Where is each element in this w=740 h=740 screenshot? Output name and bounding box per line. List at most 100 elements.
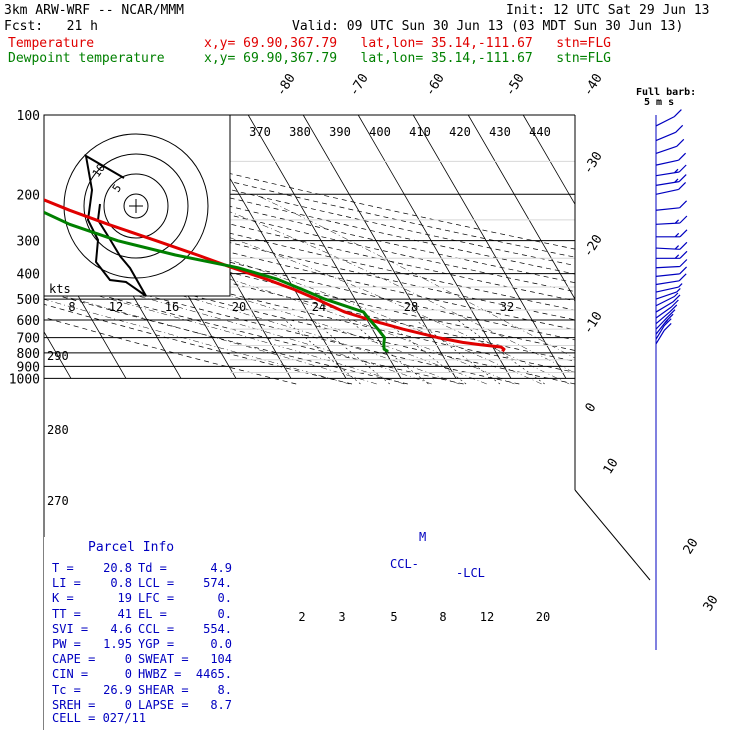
wind-barb [655,287,681,300]
wind-barb [655,229,688,238]
parcel-info-title: Parcel Info [88,540,175,555]
parcel-value: 26.9 [103,682,132,697]
wind-barb [655,322,672,345]
pressure-tick-label: 100 [17,109,40,124]
wind-barb [655,309,676,330]
wind-barb [655,200,688,211]
dewpoint-location: x,y= 69.90,367.79 lat,lon= 35.14,-111.67… [204,51,611,66]
theta-label: 280 [47,423,69,437]
wind-barb [655,304,678,325]
pressure-tick-label: 200 [17,188,40,203]
speed-tick-label: 16 [165,300,179,314]
mixing-ratio-line [383,319,467,385]
isotherm [467,115,575,300]
dry-adiabat [44,213,575,341]
isotherm-label: 20 [681,536,702,557]
wind-barb [655,138,685,155]
isotherm [44,331,72,379]
isotherm-label: 10 [601,456,622,477]
pressure-tick-label: 400 [17,268,40,283]
isotherm-label: -30 [581,149,606,177]
dry-adiabat [44,317,297,385]
wind-barb [655,181,687,195]
wind-barb [655,259,688,269]
isotherm [247,115,402,379]
moist-adiabat [96,194,570,385]
parcel-info-row: TT = 41 EL = 0. [52,607,232,622]
parcel-key: Td = [138,561,167,575]
isotherm-label: -60 [423,71,448,99]
mixing-ratio-label: 5 [390,610,397,624]
parcel-info-row: Tc = 26.9 SHEAR = 8. [52,683,232,698]
parcel-value: 4465. [195,667,232,682]
parcel-value: 1.95 [103,637,132,651]
dry-adiabat [44,204,575,331]
hodograph-ring [103,173,169,239]
theta-top-label: 380 [289,125,311,139]
parcel-key: YGP = [138,637,175,651]
sounding-annotations: CCL- -LCL M [390,530,485,580]
parcel-value: 41 [117,606,132,621]
parcel-info-row: CIN = 0 HWBZ = 4465. [52,667,232,682]
isotherm [0,115,16,378]
mixing-ratio-label: 8 [439,610,446,624]
wind-barb [655,266,688,278]
parcel-info-row: T = 20.8 Td = 4.9 [52,561,232,576]
mixing-ratio-label: 3 [338,610,345,624]
parcel-key: PW = [52,637,81,651]
parcel-info-row: CAPE = 0 SWEAT = 104 [52,652,232,667]
valid-time: Valid: 09 UTC Sun 30 Jun 13 (03 MDT Sun … [292,19,684,34]
wind-barb [655,152,687,166]
moist-adiabat [254,194,575,359]
theta-top-label: 400 [369,125,391,139]
speed-tick-label: 32 [500,300,514,314]
parcel-key: EL = [138,606,167,621]
dewpoint-legend: Dewpoint temperature [8,51,165,66]
pressure-tick-label: 300 [17,235,40,250]
wind-barb [655,294,681,313]
temperature-profile [44,198,506,353]
pressure-tick-label: 600 [17,314,40,329]
parcel-value: 0 [124,697,132,712]
wind-barb [655,299,679,319]
mixing-ratio-label: 12 [480,610,494,624]
parcel-value: 0.8 [110,576,132,591]
annotation-ccl: CCL- [390,557,419,571]
isotherm [357,115,512,379]
pressure-tick-label: 900 [17,360,40,375]
theta-label: 270 [47,494,69,508]
moist-adiabat [44,280,405,385]
parcel-value: 0 [124,652,132,667]
dry-adiabat [44,244,575,373]
parcel-info-row: SVI = 4.6 CCL = 554. [52,622,232,637]
pressure-tick-label: 1000 [9,372,40,387]
moist-adiabat [184,194,575,374]
annotation-lcl: -LCL [456,566,485,580]
wind-barb [655,273,687,286]
parcel-key: SVI = [52,621,89,636]
speed-tick-label: 12 [109,300,123,314]
isotherm-label: -70 [347,71,372,99]
dry-adiabat [44,279,464,385]
parcel-key: HWBZ = [138,667,182,682]
init-time: Init: 12 UTC Sat 29 Jun 13 [506,3,710,18]
wind-barb [655,313,674,335]
isotherm-label: -40 [581,71,606,99]
mixing-ratio-line [348,319,429,385]
model-title: 3km ARW-WRF -- NCAR/MMM [4,3,185,18]
forecast-hour: Fcst: 21 h [4,19,98,34]
theta-top-label: 420 [449,125,471,139]
parcel-key: TT = [52,606,81,621]
moist-adiabat [44,256,460,385]
parcel-info-row: PW = 1.95 YGP = 0.0 [52,637,232,652]
hodograph-ring [83,153,189,259]
parcel-key: LAPSE = [138,697,189,712]
moist-adiabat [44,224,515,385]
moist-adiabat [44,290,377,385]
parcel-info-box [44,537,230,730]
parcel-key: SHEAR = [138,682,189,697]
